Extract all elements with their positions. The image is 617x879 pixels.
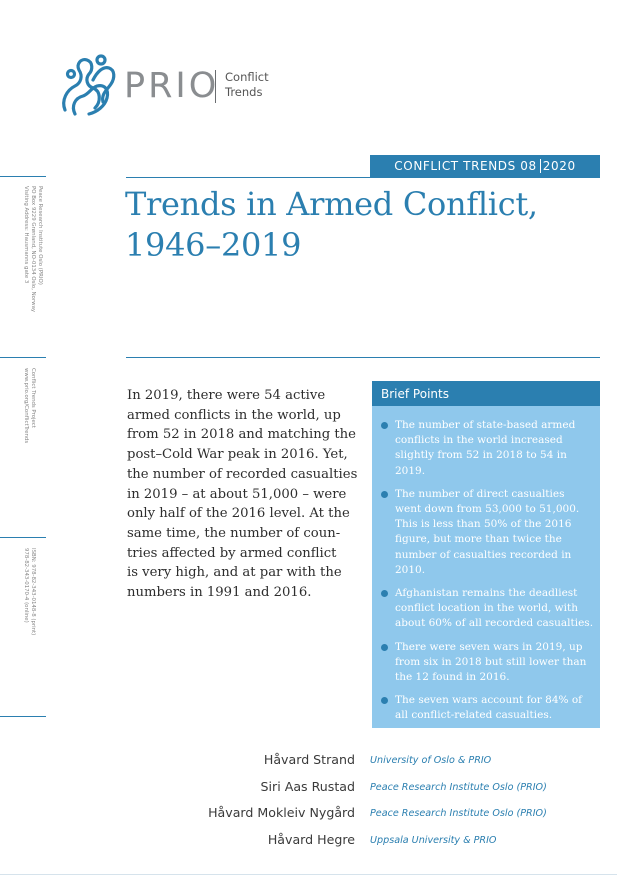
brief-point-line: This is less than 50% of the 2016 [395,518,572,531]
bullet-icon [381,590,388,598]
intro-line: same time, the number of coun- [127,525,341,541]
series-tag: CONFLICT TRENDS 08 2020 [370,155,600,177]
logo-subtitle-line: Trends [225,85,263,99]
author-row: Håvard Strand University of Oslo & PRIO [100,752,610,779]
brief-point: The number of direct casualties went dow… [381,487,592,578]
isbn-line: ISBN: 978-82-343-0148-8 (print) [30,548,36,636]
sidebar-divider [0,537,46,538]
brief-point: The seven wars account for 84% of all co… [381,693,592,723]
intro-line: In 2019, there were 54 active [127,388,326,403]
brief-point-line: from six in 2018 but still lower than [395,655,587,668]
brief-point-line: Afghanistan remains the deadliest [395,587,578,600]
brief-point-line: The number of state-based armed [395,419,576,431]
author-name: Siri Aas Rustad [260,778,355,794]
intro-line: only half of the 2016 level. At the [127,506,350,522]
sidebar-divider [0,357,46,358]
author-row: Håvard Mokleiv Nygård Peace Research Ins… [100,805,610,832]
brief-point-line: number of casualties recorded in [395,548,572,561]
author-affiliation: Peace Research Institute Oslo (PRIO) [370,781,547,793]
sidebar-divider [0,176,46,177]
isbn-line: 978-82-343-0170-4 (online) [23,548,29,623]
bullet-icon [381,422,388,429]
brief-points-box: Brief Points The number of state-based a… [372,381,600,728]
brief-point-line: all conflict-related casualties. [395,709,553,722]
prio-logo: PRIO Conflict Trends [57,50,297,120]
logo-separator [215,70,216,103]
series-issue: 08 [520,159,537,173]
logo-subtitle: Conflict Trends [225,70,269,100]
brief-point-line: went down from 53,000 to 51,000. [395,503,580,516]
intro-line: post–Cold War peak in 2016. Yet, [127,447,348,463]
brief-point-line: about 60% of all recorded casualties. [395,617,594,630]
author-name: Håvard Mokleiv Nygård [208,805,355,820]
intro-line: numbers in 1991 and 2016. [127,585,312,601]
brief-points-heading: Brief Points [372,381,600,406]
address-line: PO Box 9229 Grønland, NO-0134 Oslo, Norw… [30,186,36,313]
brief-point-line: slightly from 52 in 2018 to 54 in [395,449,567,462]
author-affiliation: University of Oslo & PRIO [370,755,492,766]
brief-point-line: 2010. [395,563,426,576]
author-list: Håvard Strand University of Oslo & PRIO … [100,752,610,858]
series-rule [126,177,600,178]
intro-paragraph: In 2019, there were 54 active armed conf… [127,386,359,603]
project-line: Conflict Trends Project [30,368,36,428]
title-line: 1946–2019 [125,226,302,264]
title-rule [126,357,600,358]
intro-line: tries affected by armed conflict [127,545,337,561]
intro-line: in 2019 – at about 51,000 – were [127,486,347,502]
author-affiliation: Peace Research Institute Oslo (PRIO) [370,808,547,819]
series-name: CONFLICT TRENDS [394,159,516,173]
bullet-icon [381,643,388,651]
prio-wordmark: PRIO [124,66,220,106]
author-name: Håvard Strand [263,752,355,767]
brief-point: Afghanistan remains the deadliest confli… [381,586,594,632]
brief-point-line: the 12 found in 2016. [395,671,510,684]
brief-point-line: There were seven wars in 2019, up [395,640,583,653]
author-row: Siri Aas Rustad Peace Research Institute… [100,779,610,806]
sidebar-project: Conflict Trends Project www.prio.org/Con… [22,368,36,443]
brief-point-line: The seven wars account for 84% of [395,694,583,707]
series-year: 2020 [542,159,576,173]
brief-point-line: conflict location in the world, with [395,602,578,615]
brief-point: The number of state-based armed conflict… [381,418,592,479]
intro-line: the number of recorded casualties [127,466,358,482]
intro-line: from 52 in 2018 and matching the [127,427,356,443]
brief-point: There were seven wars in 2019, up from s… [381,640,592,686]
sidebar-address: Peace Research Institute Oslo (PRIO) PO … [22,186,43,312]
page-title: Trends in Armed Conflict, 1946–2019 [125,184,605,266]
brief-point-line: conflicts in the world increased [395,434,563,447]
brief-point-line: figure, but more than twice the [395,533,562,546]
logo-subtitle-line: Conflict [225,70,269,84]
intro-line: is very high, and at par with the [127,565,342,581]
address-line: Visiting Address: Hausmanns gate 3 [23,186,29,284]
author-row: Håvard Hegre Uppsala University & PRIO [100,832,610,859]
title-line: Trends in Armed Conflict, [125,185,538,223]
brief-point-line: The number of direct casualties [395,487,565,500]
sidebar-isbn: ISBN: 978-82-343-0148-8 (print) 978-82-3… [22,548,36,635]
brief-points-list: The number of state-based armed conflict… [372,406,600,724]
series-separator [539,159,541,173]
author-affiliation: Uppsala University & PRIO [370,834,497,846]
bottom-rule [0,874,617,875]
sidebar-divider [0,716,46,717]
author-name: Håvard Hegre [267,831,355,847]
project-url: www.prio.org/ConflictTrends [23,368,29,444]
brief-point-line: 2019. [395,464,426,477]
bullet-icon [381,490,388,498]
prio-figures-icon [62,54,116,116]
address-line: Peace Research Institute Oslo (PRIO) [37,186,43,285]
intro-line: armed conflicts in the world, up [127,407,341,423]
bullet-icon [381,697,388,705]
